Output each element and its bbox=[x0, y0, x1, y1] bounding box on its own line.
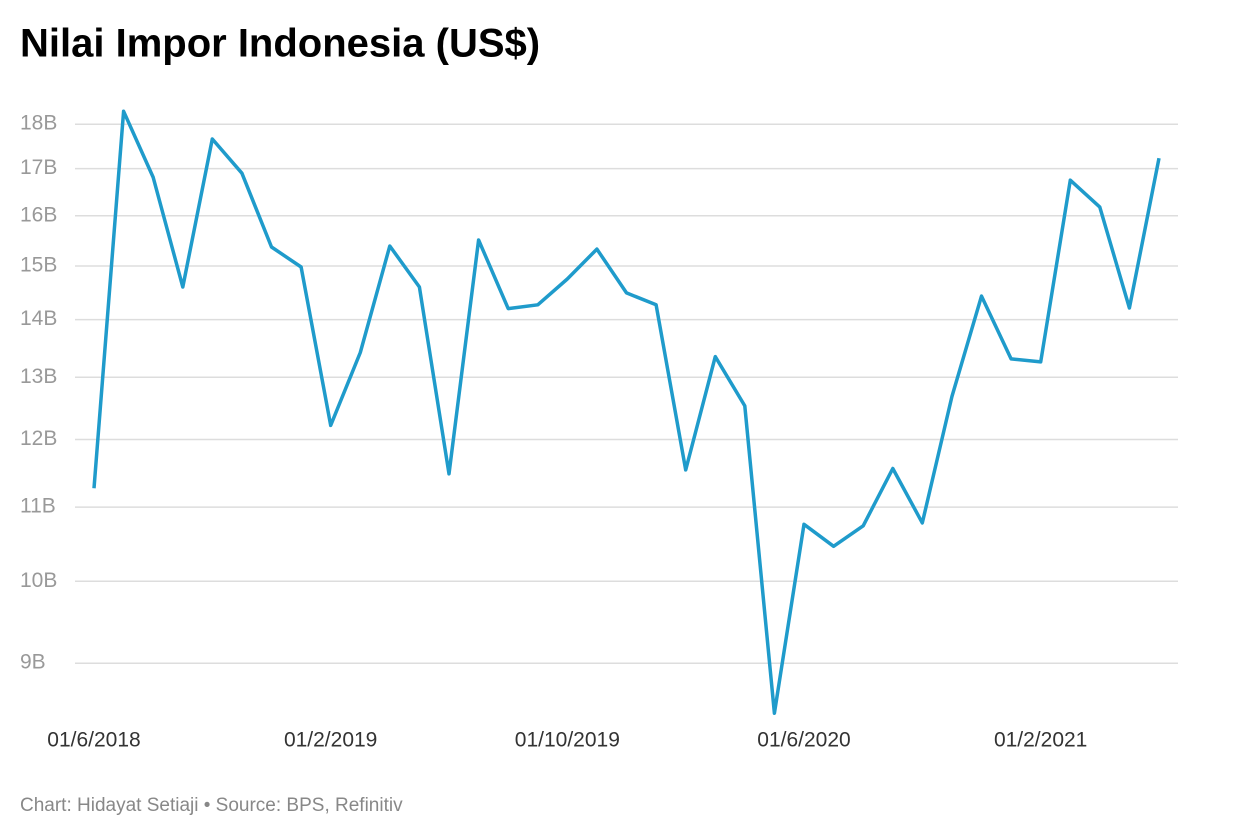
x-tick-label: 01/6/2018 bbox=[47, 729, 140, 752]
y-tick-label: 9B bbox=[20, 651, 46, 674]
y-tick-label: 18B bbox=[20, 112, 57, 135]
x-tick-label: 01/10/2019 bbox=[515, 729, 620, 752]
chart-title: Nilai Impor Indonesia (US$) bbox=[20, 22, 540, 66]
y-tick-label: 11B bbox=[20, 495, 56, 518]
x-tick-label: 01/6/2020 bbox=[757, 729, 850, 752]
y-tick-label: 17B bbox=[20, 156, 57, 179]
x-tick-label: 01/2/2021 bbox=[994, 729, 1087, 752]
y-tick-label: 15B bbox=[20, 254, 57, 277]
y-tick-label: 16B bbox=[20, 203, 57, 226]
y-tick-label: 10B bbox=[20, 569, 57, 592]
line bbox=[92, 109, 1161, 715]
x-tick-label: 01/2/2019 bbox=[284, 729, 377, 752]
y-tick-label: 14B bbox=[20, 307, 57, 330]
chart-source: Chart: Hidayat Setiaji • Source: BPS, Re… bbox=[20, 795, 403, 816]
y-tick-label: 12B bbox=[20, 427, 57, 450]
y-tick-label: 13B bbox=[20, 365, 57, 388]
